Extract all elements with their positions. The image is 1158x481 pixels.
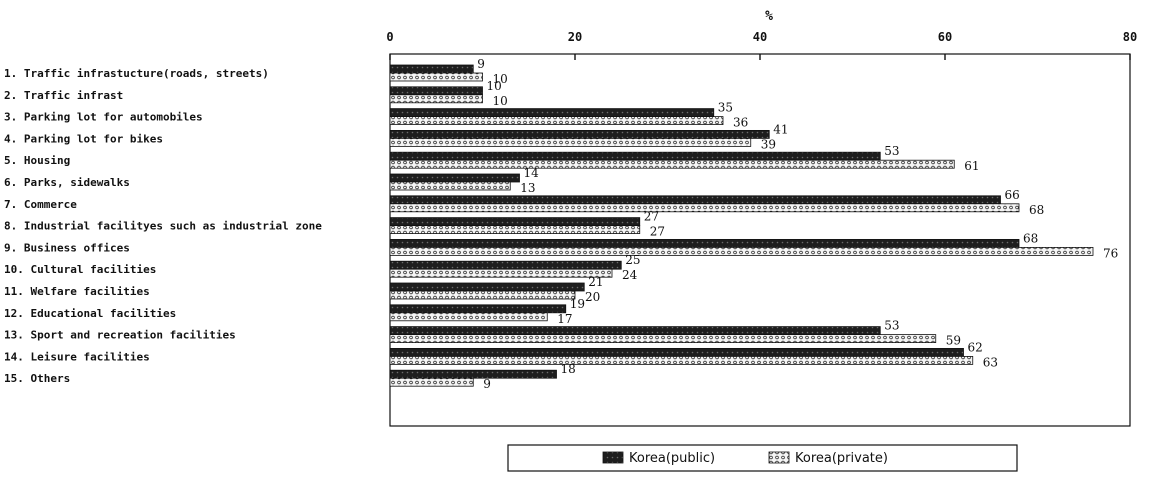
bar-private	[389, 159, 955, 169]
bar-public	[389, 108, 715, 117]
bar-public	[389, 326, 881, 336]
x-tick-label: 40	[753, 30, 767, 44]
bar-public	[389, 173, 520, 183]
data-label-private: 36	[733, 116, 748, 130]
bar-private	[389, 355, 974, 365]
data-label-public: 66	[1005, 188, 1020, 202]
category-label: 10. Cultural facilities	[4, 263, 156, 276]
bar-private	[389, 203, 1020, 213]
x-tick-label: 80	[1123, 30, 1137, 44]
bar-public	[389, 195, 1001, 205]
bar-private	[389, 312, 548, 322]
data-label-private: 10	[493, 72, 508, 86]
data-label-public: 53	[884, 319, 899, 333]
data-label-public: 53	[884, 144, 899, 158]
bar-public	[389, 238, 1020, 248]
category-label: 3. Parking lot for automobiles	[4, 111, 203, 124]
data-label-private: 20	[585, 290, 600, 304]
data-label-private: 9	[483, 377, 491, 391]
data-label-private: 59	[946, 334, 961, 348]
category-label: 5. Housing	[4, 154, 70, 167]
data-label-private: 27	[650, 225, 665, 239]
category-label: 2. Traffic infrast	[4, 89, 123, 102]
bar-public	[389, 304, 567, 314]
data-label-public: 14	[524, 166, 540, 180]
x-tick-label: 60	[938, 30, 952, 44]
data-label-public: 35	[718, 101, 733, 115]
data-label-public: 10	[487, 79, 502, 93]
legend-box	[507, 444, 1018, 472]
data-label-private: 76	[1103, 246, 1118, 260]
x-tick-label: 0	[386, 30, 393, 44]
legend: Korea(public) Korea(private)	[507, 444, 1018, 472]
data-label-public: 27	[644, 210, 659, 224]
data-label-public: 9	[477, 57, 485, 71]
x-axis-unit-label: %	[765, 9, 773, 24]
bar-private	[389, 246, 1094, 256]
category-label: 9. Business offices	[4, 241, 130, 254]
bar-public	[389, 151, 881, 161]
bar-public	[389, 282, 585, 292]
data-label-public: 41	[773, 122, 788, 136]
legend-label-public: Korea(public)	[629, 451, 715, 466]
category-label: 1. Traffic infrastucture(roads, streets)	[4, 67, 269, 80]
data-label-public: 21	[588, 275, 603, 289]
data-label-public: 19	[570, 297, 585, 311]
data-label-private: 39	[761, 137, 776, 151]
data-label-private: 10	[493, 94, 508, 108]
legend-label-private: Korea(private)	[795, 451, 888, 466]
bar-private	[389, 116, 724, 125]
category-label: 11. Welfare facilities	[4, 285, 150, 298]
category-label: 7. Commerce	[4, 198, 77, 211]
bar-private	[389, 181, 511, 191]
x-tick-label: 20	[568, 30, 582, 44]
data-label-private: 24	[622, 268, 638, 282]
data-label-public: 18	[561, 362, 576, 376]
data-label-private: 17	[557, 312, 572, 326]
data-label-public: 62	[968, 340, 983, 354]
bar-public	[389, 217, 641, 227]
category-label: 14. Leisure facilities	[4, 350, 150, 363]
bar-public	[389, 129, 770, 139]
legend-swatch-private	[768, 451, 790, 464]
bar-public	[389, 347, 964, 357]
bar-private	[389, 225, 641, 235]
category-label: 4. Parking lot for bikes	[4, 132, 163, 145]
category-label: 12. Educational facilities	[4, 307, 176, 320]
bar-private	[389, 268, 613, 278]
bar-private	[389, 377, 474, 387]
bar-public	[389, 369, 557, 379]
bar-public	[389, 86, 483, 96]
legend-swatch-public	[602, 451, 624, 464]
bar-private	[389, 290, 576, 300]
bar-private	[389, 334, 937, 344]
data-label-public: 25	[625, 253, 640, 267]
category-label: 15. Others	[4, 372, 70, 385]
data-label-private: 61	[964, 159, 979, 173]
data-label-public: 68	[1023, 231, 1038, 245]
data-label-private: 13	[520, 181, 535, 195]
data-label-private: 68	[1029, 203, 1044, 217]
category-label: 8. Industrial facilityes such as industr…	[4, 220, 322, 233]
bar-private	[389, 137, 752, 147]
bar-private	[389, 72, 483, 82]
bar-private	[389, 94, 483, 104]
category-label: 6. Parks, sidewalks	[4, 176, 130, 189]
data-label-private: 63	[983, 355, 998, 369]
category-labels-group: 1. Traffic infrastucture(roads, streets)…	[4, 67, 322, 385]
bar-public	[389, 260, 622, 270]
category-label: 13. Sport and recreation facilities	[4, 329, 236, 342]
bar-public	[389, 64, 474, 74]
